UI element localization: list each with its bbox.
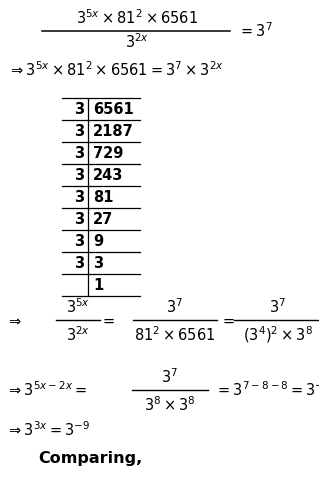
Text: 3: 3 bbox=[74, 255, 84, 271]
Text: $=$: $=$ bbox=[100, 312, 116, 327]
Text: $\Rightarrow 3^{3x} = 3^{-9}$: $\Rightarrow 3^{3x} = 3^{-9}$ bbox=[6, 420, 90, 439]
Text: 6561: 6561 bbox=[93, 101, 134, 117]
Text: 729: 729 bbox=[93, 145, 123, 160]
Text: 1: 1 bbox=[93, 277, 103, 292]
Text: 3: 3 bbox=[74, 101, 84, 117]
Text: 3: 3 bbox=[93, 255, 103, 271]
Text: $3^{5x}$: $3^{5x}$ bbox=[66, 298, 90, 316]
Text: $3^7$: $3^7$ bbox=[270, 298, 286, 316]
Text: $\Rightarrow 3^{5x} \times 81^2 \times 6561 = 3^7 \times 3^{2x}$: $\Rightarrow 3^{5x} \times 81^2 \times 6… bbox=[8, 60, 224, 79]
Text: $\Rightarrow 3^{5x-2x} =$: $\Rightarrow 3^{5x-2x} =$ bbox=[6, 381, 87, 399]
Text: $=$: $=$ bbox=[220, 312, 236, 327]
Text: 3: 3 bbox=[74, 145, 84, 160]
Text: $= 3^{7-8-8} = 3^{-9}$: $= 3^{7-8-8} = 3^{-9}$ bbox=[215, 381, 319, 399]
Text: $3^{2x}$: $3^{2x}$ bbox=[66, 325, 90, 344]
Text: Comparing,: Comparing, bbox=[38, 451, 142, 466]
Text: 81: 81 bbox=[93, 190, 114, 204]
Text: 9: 9 bbox=[93, 233, 103, 249]
Text: $\Rightarrow$: $\Rightarrow$ bbox=[6, 312, 22, 327]
Text: $= 3^7$: $= 3^7$ bbox=[238, 22, 273, 40]
Text: $3^{5x} \times 81^2 \times 6561$: $3^{5x} \times 81^2 \times 6561$ bbox=[76, 9, 198, 27]
Text: 3: 3 bbox=[74, 168, 84, 182]
Text: 3: 3 bbox=[74, 123, 84, 139]
Text: 3: 3 bbox=[74, 212, 84, 227]
Text: 27: 27 bbox=[93, 212, 113, 227]
Text: 3: 3 bbox=[74, 190, 84, 204]
Text: 243: 243 bbox=[93, 168, 123, 182]
Text: $3^7$: $3^7$ bbox=[161, 368, 179, 386]
Text: 3: 3 bbox=[74, 233, 84, 249]
Text: 2187: 2187 bbox=[93, 123, 134, 139]
Text: $81^2 \times 6561$: $81^2 \times 6561$ bbox=[134, 325, 216, 344]
Text: $3^{2x}$: $3^{2x}$ bbox=[125, 33, 149, 51]
Text: $3^7$: $3^7$ bbox=[167, 298, 183, 316]
Text: $3^8 \times 3^8$: $3^8 \times 3^8$ bbox=[144, 396, 196, 414]
Text: $(3^4)^2 \times 3^8$: $(3^4)^2 \times 3^8$ bbox=[243, 324, 313, 345]
